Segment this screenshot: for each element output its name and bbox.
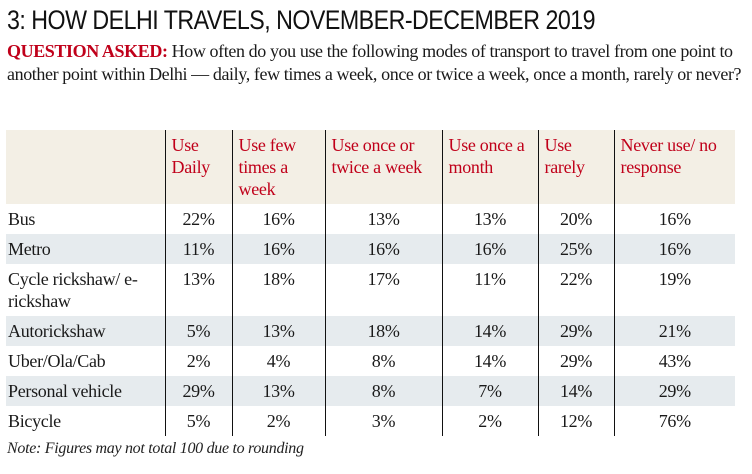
cell-value: 5%	[164, 316, 232, 346]
cell-value: 22%	[164, 204, 232, 234]
cell-value: 18%	[231, 264, 325, 316]
cell-value: 14%	[537, 376, 614, 406]
cell-value: 29%	[537, 346, 614, 376]
cell-value: 2%	[231, 406, 325, 436]
table-row: Autorickshaw 5% 13% 18% 14% 29% 21%	[6, 316, 735, 346]
cell-value: 16%	[613, 204, 735, 234]
cell-value: 12%	[537, 406, 614, 436]
cell-value: 13%	[441, 204, 538, 234]
row-mode-label: Uber/Ola/Cab	[8, 351, 106, 371]
question-label: QUESTION ASKED:	[7, 41, 168, 61]
cell-value: 13%	[231, 376, 325, 406]
cell-value: 43%	[613, 346, 735, 376]
cell-value: 2%	[164, 346, 232, 376]
cell-value: 29%	[164, 376, 232, 406]
header-once-month: Use once a month	[441, 130, 538, 204]
footnote: Note: Figures may not total 100 due to r…	[7, 440, 304, 457]
header-once-twice-week: Use once or twice a week	[324, 130, 442, 204]
cell-value: 3%	[324, 406, 442, 436]
row-mode-label: Metro	[6, 234, 165, 264]
page-title: 3: HOW DELHI TRAVELS, NOVEMBER-DECEMBER …	[7, 5, 596, 35]
row-mode-label: Bicycle	[8, 411, 61, 431]
row-mode-label: Autorickshaw	[6, 316, 165, 346]
cell-value: 20%	[537, 204, 614, 234]
question-text: How often do you use the following modes…	[7, 41, 742, 84]
cell-value: 21%	[613, 316, 735, 346]
cell-value: 4%	[231, 346, 325, 376]
cell-value: 5%	[164, 406, 232, 436]
cell-value: 25%	[537, 234, 614, 264]
cell-value: 11%	[441, 264, 538, 316]
header-row: Use Daily Use few times a week Use once …	[6, 130, 735, 204]
cell-value: 16%	[613, 234, 735, 264]
cell-value: 17%	[324, 264, 442, 316]
cell-value: 29%	[613, 376, 735, 406]
cell-value: 22%	[537, 264, 614, 316]
row-mode-label: Cycle rickshaw/ e-rickshaw	[8, 269, 138, 311]
table-row: Bus 22% 16% 13% 13% 20% 16%	[6, 204, 735, 234]
cell-value: 76%	[613, 406, 735, 436]
header-few-times-week: Use few times a week	[231, 130, 325, 204]
table-row: Personal vehicle 29% 13% 8% 7% 14% 29%	[6, 376, 735, 406]
cell-value: 29%	[537, 316, 614, 346]
cell-value: 8%	[324, 376, 442, 406]
table-row: Uber/Ola/Cab 2% 4% 8% 14% 29% 43%	[6, 346, 735, 376]
table-row: Cycle rickshaw/ e-rickshaw 13% 18% 17% 11% 22…	[6, 264, 735, 316]
table-row: Bicycle 5% 2% 3% 2% 12% 76%	[6, 406, 735, 436]
cell-value: 2%	[441, 406, 538, 436]
cell-value: 13%	[324, 204, 442, 234]
transport-usage-table: Use Daily Use few times a week Use once …	[6, 130, 735, 436]
question-block: QUESTION ASKED: How often do you use the…	[7, 40, 747, 86]
cell-value: 19%	[613, 264, 735, 316]
row-mode-label: Bus	[8, 209, 36, 229]
cell-value: 14%	[441, 316, 538, 346]
header-mode	[6, 130, 165, 204]
header-never: Never use/ no response	[613, 130, 735, 204]
cell-value: 11%	[164, 234, 232, 264]
header-use-daily: Use Daily	[164, 130, 232, 204]
header-rarely: Use rarely	[537, 130, 614, 204]
cell-value: 8%	[324, 346, 442, 376]
table-row: Metro 11% 16% 16% 16% 25% 16%	[6, 234, 735, 264]
cell-value: 13%	[164, 264, 232, 316]
cell-value: 16%	[231, 204, 325, 234]
cell-value: 13%	[231, 316, 325, 346]
cell-value: 16%	[441, 234, 538, 264]
cell-value: 16%	[324, 234, 442, 264]
cell-value: 14%	[441, 346, 538, 376]
cell-value: 7%	[441, 376, 538, 406]
cell-value: 18%	[324, 316, 442, 346]
cell-value: 16%	[231, 234, 325, 264]
row-mode-label: Personal vehicle	[6, 376, 165, 406]
